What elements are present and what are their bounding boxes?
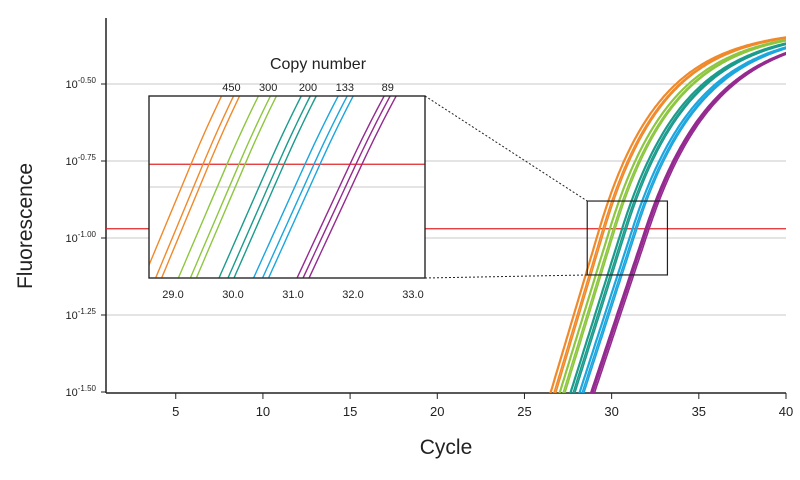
copy-label-89: 89 bbox=[382, 82, 394, 94]
copy-number-labels: 450 300 200 133 89 bbox=[222, 82, 394, 94]
inset-curve-450-rep1 bbox=[149, 96, 223, 267]
y-tick-label: 10-0.50 bbox=[66, 76, 97, 91]
inset-x-tick-label: 32.0 bbox=[342, 289, 363, 301]
inset-curve-200-rep3 bbox=[233, 96, 318, 278]
x-tick-label: 30 bbox=[604, 404, 618, 419]
x-tick-label: 25 bbox=[517, 404, 531, 419]
inset-curve-200-rep2 bbox=[227, 96, 312, 278]
curve-200-rep1 bbox=[569, 42, 786, 393]
copy-label-200: 200 bbox=[299, 82, 317, 94]
x-tick-label: 40 bbox=[779, 404, 793, 419]
x-axis-label: Cycle bbox=[420, 436, 473, 459]
inset-curve-89-rep1 bbox=[296, 96, 385, 278]
curve-133-rep1 bbox=[578, 46, 786, 393]
inset-curve-89-rep2 bbox=[302, 96, 391, 278]
inset-curve-133-rep3 bbox=[267, 96, 355, 278]
curve-89-rep3 bbox=[593, 53, 786, 393]
curve-450-rep3 bbox=[554, 37, 786, 393]
y-tick-label: 10-0.75 bbox=[66, 153, 97, 168]
inset-x-tick-label: 30.0 bbox=[222, 289, 243, 301]
amplification-curves bbox=[549, 36, 786, 393]
x-tick-label: 20 bbox=[430, 404, 444, 419]
copy-label-133: 133 bbox=[336, 82, 354, 94]
inset-curve-450-rep3 bbox=[160, 96, 241, 278]
x-tick-label: 5 bbox=[172, 404, 179, 419]
inset-grid bbox=[149, 163, 425, 188]
inset-curve-200-rep1 bbox=[218, 96, 303, 278]
x-tick-label: 10 bbox=[256, 404, 270, 419]
copy-number-title: Copy number bbox=[270, 56, 367, 73]
x-tick-label: 15 bbox=[343, 404, 357, 419]
inset-curves bbox=[149, 96, 397, 278]
x-axis-ticks: 5 10 15 20 25 30 35 40 bbox=[172, 393, 793, 419]
curve-89-rep1 bbox=[589, 51, 786, 393]
y-tick-label: 10-1.25 bbox=[66, 307, 97, 322]
inset-x-tick-label: 33.0 bbox=[402, 289, 423, 301]
inset-curve-133-rep1 bbox=[252, 96, 340, 278]
curve-89-rep2 bbox=[591, 52, 786, 393]
inset-x-tick-label: 31.0 bbox=[282, 289, 303, 301]
inset-curve-450-rep2 bbox=[154, 96, 235, 278]
y-tick-label: 10-1.50 bbox=[66, 384, 97, 399]
copy-label-300: 300 bbox=[259, 82, 277, 94]
curve-300-rep3 bbox=[564, 40, 786, 393]
y-axis-label: Fluorescence bbox=[14, 163, 37, 289]
curve-300-rep1 bbox=[558, 38, 786, 393]
inset-curve-133-rep2 bbox=[261, 96, 349, 278]
inset-border bbox=[148, 95, 426, 279]
curve-450-rep1 bbox=[549, 36, 786, 393]
zoom-connector-bottom bbox=[424, 274, 588, 279]
copy-label-450: 450 bbox=[222, 82, 240, 94]
inset-zoom: 29.0 30.0 31.0 32.0 33.0 Copy number 450 300 2… bbox=[148, 56, 426, 301]
zoom-connector-top bbox=[424, 95, 588, 202]
inset-x-tick-label: 29.0 bbox=[162, 289, 183, 301]
curve-200-rep3 bbox=[574, 43, 786, 393]
inset-x-ticks: 29.0 30.0 31.0 32.0 33.0 bbox=[162, 289, 423, 301]
x-tick-label: 35 bbox=[692, 404, 706, 419]
y-tick-label: 10-1.00 bbox=[66, 230, 97, 245]
inset-curve-89-rep3 bbox=[308, 96, 397, 278]
curve-133-rep3 bbox=[582, 47, 786, 393]
zoom-region-box bbox=[586, 200, 669, 276]
y-axis-ticks: 10-0.50 10-0.75 10-1.00 10-1.25 10-1.50 bbox=[66, 76, 106, 399]
